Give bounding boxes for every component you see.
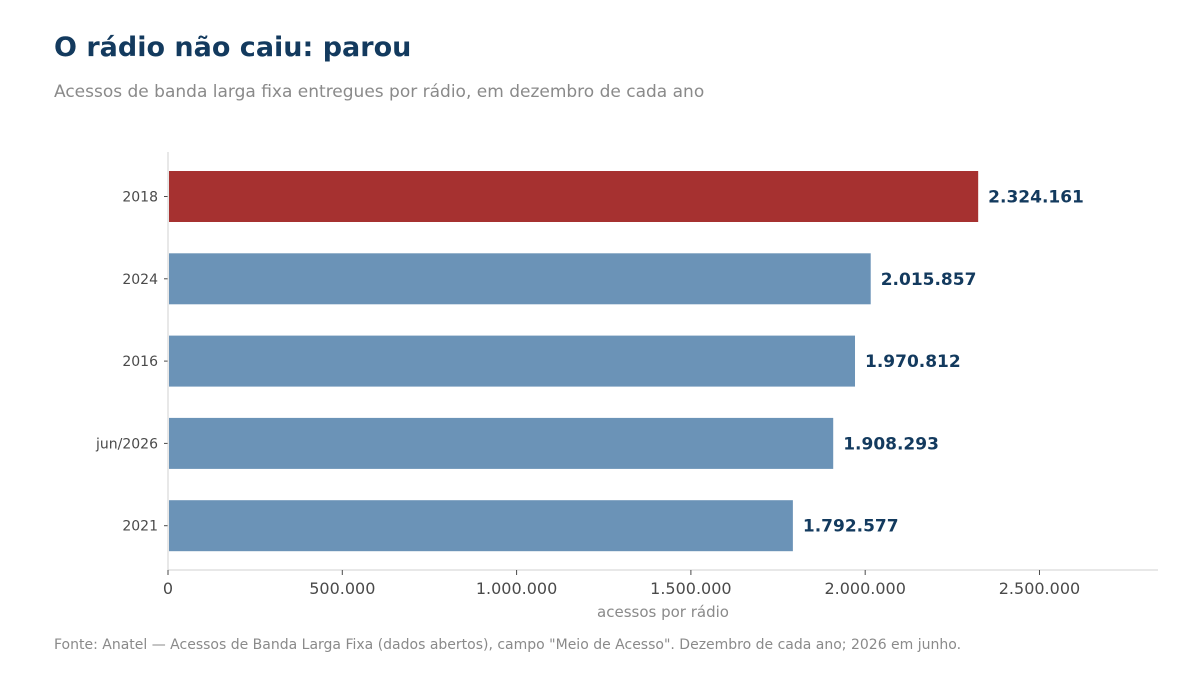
bar-2018 — [169, 171, 979, 222]
value-label: 2.324.161 — [988, 188, 1084, 208]
category-label: 2024 — [122, 272, 158, 288]
category-label: 2018 — [122, 190, 158, 206]
x-tick-label: 1.000.000 — [476, 579, 557, 598]
bar-2016 — [169, 335, 856, 387]
x-axis: 0 500.000 1.000.000 1.500.000 2.000.000 2.500… — [163, 152, 1158, 598]
bar-2021 — [169, 500, 793, 552]
x-tick-label: 2.500.000 — [999, 579, 1080, 598]
category-labels-group: 2018 2024 2016 jun/2026 2021 — [95, 190, 168, 535]
category-label: 2016 — [122, 354, 158, 370]
chart-subtitle: Acessos de banda larga fixa entregues po… — [54, 82, 705, 102]
x-tick-label: 1.500.000 — [650, 579, 731, 598]
source-note: Fonte: Anatel — Acessos de Banda Larga F… — [54, 637, 962, 653]
category-label: 2021 — [122, 519, 158, 535]
bar-2024 — [169, 253, 871, 305]
bars-group — [169, 171, 979, 552]
bar-jun-2026 — [169, 417, 834, 469]
category-label: jun/2026 — [95, 436, 158, 452]
value-label: 1.970.812 — [865, 352, 961, 372]
x-tick-label: 500.000 — [309, 579, 375, 598]
x-axis-title: acessos por rádio — [597, 603, 729, 621]
value-label: 2.015.857 — [881, 270, 977, 290]
x-tick-label: 0 — [163, 579, 173, 598]
value-label: 1.792.577 — [803, 517, 899, 537]
value-labels-group: 2.324.161 2.015.857 1.970.812 1.908.293 1.79… — [803, 188, 1084, 537]
x-tick-label: 2.000.000 — [824, 579, 905, 598]
chart-title: O rádio não caiu: parou — [54, 32, 412, 63]
value-label: 1.908.293 — [843, 434, 939, 454]
